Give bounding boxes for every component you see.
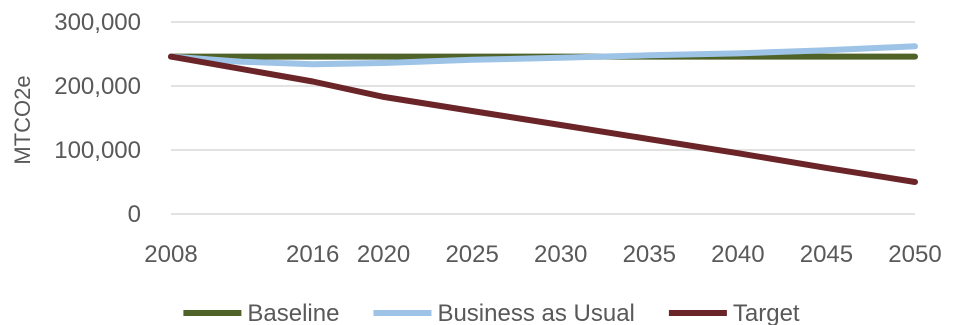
legend-label: Baseline [247, 300, 339, 325]
legend-label: Target [733, 300, 800, 325]
x-tick-label: 2030 [534, 241, 587, 268]
gridlines [171, 21, 915, 215]
y-tick-label: 200,000 [54, 73, 141, 100]
series-line-business-as-usual [168, 43, 918, 68]
legend: Baseline Business as Usual Target [183, 300, 800, 325]
y-tick-label: 100,000 [54, 137, 141, 164]
x-axis-tick-labels: 2008 2016 2020 2025 2030 2035 2040 2045 2050 [144, 241, 941, 268]
series-line-target [168, 53, 918, 185]
legend-label: Business as Usual [437, 300, 634, 325]
x-tick-label: 2020 [357, 241, 410, 268]
y-axis-title: MTCO2e [10, 75, 35, 164]
x-tick-label: 2035 [623, 241, 676, 268]
x-tick-label: 2050 [888, 241, 941, 268]
x-tick-label: 2045 [800, 241, 853, 268]
x-tick-label: 2025 [445, 241, 498, 268]
y-axis-tick-labels: 0 100,000 200,000 300,000 [54, 9, 141, 228]
x-tick-label: 2040 [711, 241, 764, 268]
x-tick-label: 2016 [286, 241, 339, 268]
y-tick-label: 0 [128, 201, 141, 228]
x-tick-label: 2008 [144, 241, 197, 268]
series-lines [168, 43, 918, 185]
y-tick-label: 300,000 [54, 9, 141, 36]
